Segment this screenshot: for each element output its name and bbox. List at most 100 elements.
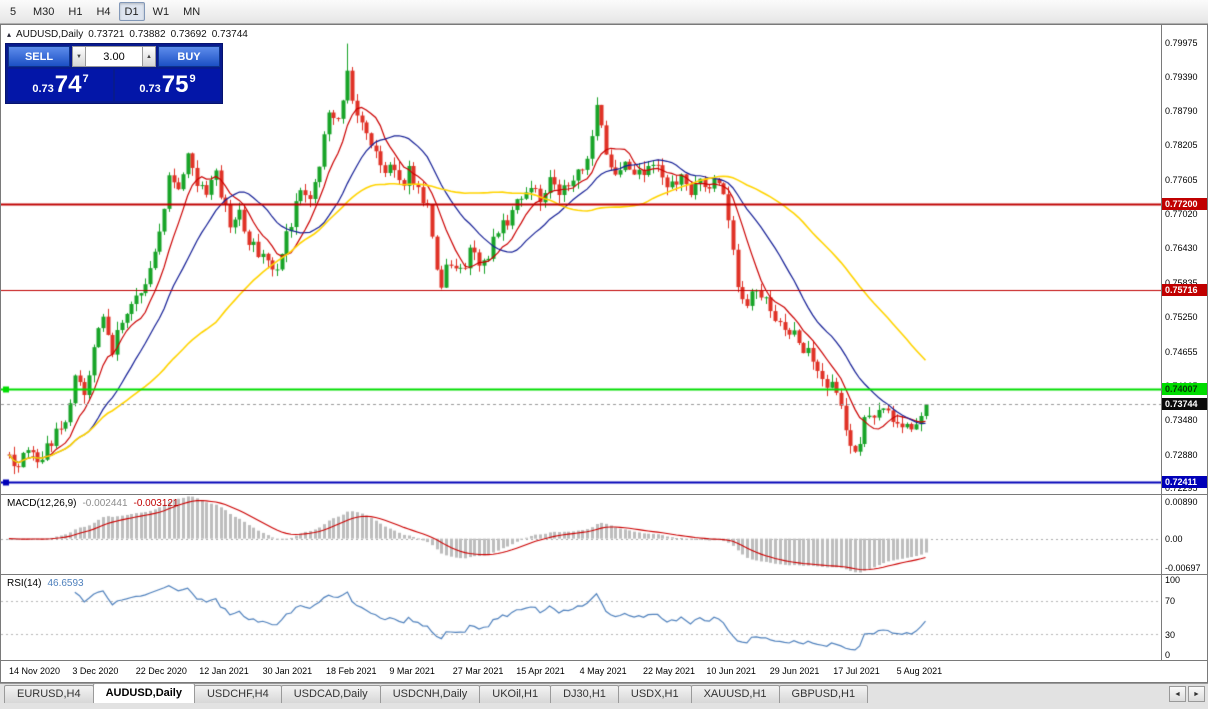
date-label: 4 May 2021 bbox=[579, 666, 627, 676]
volume-input[interactable] bbox=[86, 46, 142, 67]
price-tick: 0.78205 bbox=[1165, 140, 1198, 151]
date-label: 27 Mar 2021 bbox=[452, 666, 504, 676]
timeframe-button-w1[interactable]: W1 bbox=[147, 2, 176, 21]
rsi-tick: 70 bbox=[1165, 595, 1176, 606]
date-label: 17 Jul 2021 bbox=[833, 666, 880, 676]
date-label: 12 Jan 2021 bbox=[199, 666, 249, 676]
timeframe-button-h4[interactable]: H4 bbox=[90, 2, 116, 21]
tab-scroll-left-icon[interactable]: ◄ bbox=[1169, 686, 1186, 702]
date-axis[interactable]: 14 Nov 2020 3 Dec 2020 22 Dec 2020 12 Jan 2… bbox=[1, 660, 1207, 682]
timeframe-button-m30[interactable]: M30 bbox=[27, 2, 60, 21]
sell-price-display[interactable]: 0.73 74 7 bbox=[8, 69, 113, 101]
timeframe-button-5[interactable]: 5 bbox=[1, 2, 25, 21]
hline-price-badge: 0.75716 bbox=[1162, 283, 1207, 296]
buy-price-big: 75 bbox=[161, 71, 189, 98]
price-pane: ▴ AUDUSD,Daily 0.73721 0.73882 0.73692 0… bbox=[1, 25, 1207, 494]
rsi-plot[interactable]: RSI(14) 46.6593 bbox=[1, 575, 1161, 660]
chart-tab-bar: EURUSD,H4 AUDUSD,Daily USDCHF,H4 USDCAD,Dai… bbox=[0, 683, 1208, 703]
macd-tick: 0.00890 bbox=[1165, 496, 1198, 507]
date-label: 22 May 2021 bbox=[643, 666, 696, 676]
chart-tab-xauusd-h1[interactable]: XAUUSD,H1 bbox=[690, 685, 780, 703]
rsi-tick: 0 bbox=[1165, 650, 1171, 660]
date-label: 15 Apr 2021 bbox=[516, 666, 565, 676]
volume-increase-icon[interactable]: ▲ bbox=[142, 46, 156, 67]
chart-tab-usdcnh-daily[interactable]: USDCNH,Daily bbox=[379, 685, 481, 703]
price-tick: 0.79390 bbox=[1165, 71, 1198, 82]
date-label: 9 Mar 2021 bbox=[389, 666, 435, 676]
tab-strip: EURUSD,H4 AUDUSD,Daily USDCHF,H4 USDCAD,Dai… bbox=[4, 683, 1160, 703]
price-tick: 0.74655 bbox=[1165, 346, 1198, 357]
chart-tab-dj30-h1[interactable]: DJ30,H1 bbox=[550, 685, 619, 703]
price-tick: 0.77605 bbox=[1165, 175, 1198, 186]
buy-price-pip: 9 bbox=[189, 73, 196, 85]
macd-tick: 0.00 bbox=[1165, 533, 1183, 544]
chart-tab-usdcad-daily[interactable]: USDCAD,Daily bbox=[280, 685, 381, 703]
rsi-indicator-label: RSI(14) 46.6593 bbox=[7, 578, 84, 589]
timeframe-toolbar: 5 M30 H1 H4 D1 W1 MN bbox=[0, 0, 1208, 24]
macd-tick: -0.00697 bbox=[1165, 562, 1201, 573]
timeframe-button-d1[interactable]: D1 bbox=[118, 2, 145, 21]
chart-icon: ▴ bbox=[7, 29, 12, 39]
buy-button[interactable]: BUY bbox=[158, 46, 220, 67]
pane-separator[interactable] bbox=[1, 574, 1207, 575]
chart-tab-usdchf-h4[interactable]: USDCHF,H4 bbox=[193, 685, 282, 703]
pane-separator[interactable] bbox=[1, 494, 1207, 495]
chart-tab-audusd-daily[interactable]: AUDUSD,Daily bbox=[92, 683, 195, 703]
price-tick: 0.72295 bbox=[1165, 483, 1198, 494]
date-label: 30 Jan 2021 bbox=[262, 666, 313, 676]
chart-tab-ukoil-h1[interactable]: UKOil,H1 bbox=[479, 685, 552, 703]
status-strip bbox=[0, 703, 1208, 709]
hline-price-badge: 0.77200 bbox=[1162, 197, 1207, 210]
macd-indicator-label: MACD(12,26,9) -0.002441 -0.003121 bbox=[7, 498, 179, 509]
macd-pane: MACD(12,26,9) -0.002441 -0.003121 0.0089… bbox=[1, 495, 1207, 574]
macd-value-signal: -0.003121 bbox=[133, 498, 179, 509]
macd-plot[interactable]: MACD(12,26,9) -0.002441 -0.003121 bbox=[1, 495, 1161, 574]
tab-scroll-right-icon[interactable]: ► bbox=[1188, 686, 1205, 702]
price-tick: 0.73480 bbox=[1165, 414, 1198, 425]
chart-ohlc-header: ▴ AUDUSD,Daily 0.73721 0.73882 0.73692 0… bbox=[7, 29, 248, 40]
price-tick: 0.78790 bbox=[1165, 106, 1198, 117]
macd-value-main: -0.002441 bbox=[82, 498, 128, 509]
rsi-axis[interactable]: 100 70 30 0 bbox=[1161, 575, 1207, 660]
hline-price-badge: 0.74007 bbox=[1162, 383, 1207, 396]
rsi-value: 46.6593 bbox=[47, 578, 84, 589]
sell-price-big: 74 bbox=[54, 71, 82, 98]
chart-tab-eurusd-h4[interactable]: EURUSD,H4 bbox=[4, 685, 94, 703]
macd-axis[interactable]: 0.00890 0.00 -0.00697 bbox=[1161, 495, 1207, 574]
price-tick: 0.75250 bbox=[1165, 311, 1198, 322]
current-price-badge: 0.73744 bbox=[1162, 398, 1207, 411]
rsi-canvas bbox=[1, 575, 1161, 660]
price-plot[interactable]: ▴ AUDUSD,Daily 0.73721 0.73882 0.73692 0… bbox=[1, 25, 1161, 494]
date-label: 22 Dec 2020 bbox=[135, 666, 187, 676]
rsi-tick: 30 bbox=[1165, 629, 1176, 640]
date-label: 5 Aug 2021 bbox=[896, 666, 943, 676]
date-label: 3 Dec 2020 bbox=[72, 666, 119, 676]
macd-title: MACD(12,26,9) bbox=[7, 498, 77, 509]
chart-symbol: AUDUSD,Daily bbox=[16, 29, 84, 40]
buy-price-display[interactable]: 0.73 75 9 bbox=[115, 69, 220, 101]
ohlc-high: 0.73882 bbox=[129, 29, 166, 40]
date-label: 18 Feb 2021 bbox=[326, 666, 377, 676]
ohlc-open: 0.73721 bbox=[88, 29, 125, 40]
date-label: 10 Jun 2021 bbox=[706, 666, 756, 676]
rsi-title: RSI(14) bbox=[7, 578, 42, 589]
macd-canvas bbox=[1, 495, 1161, 574]
date-label: 29 Jun 2021 bbox=[769, 666, 820, 676]
sell-price-pip: 7 bbox=[82, 73, 89, 85]
chart-tab-gbpusd-h1[interactable]: GBPUSD,H1 bbox=[778, 685, 869, 703]
buy-price-base: 0.73 bbox=[139, 83, 161, 95]
one-click-trading-panel: SELL ▼ ▲ BUY 0.73 74 7 bbox=[5, 43, 223, 104]
price-tick: 0.75835 bbox=[1165, 278, 1198, 288]
timeframe-button-h1[interactable]: H1 bbox=[62, 2, 88, 21]
price-tick: 0.76430 bbox=[1165, 243, 1198, 254]
volume-stepper[interactable]: ▼ ▲ bbox=[72, 46, 156, 67]
volume-decrease-icon[interactable]: ▼ bbox=[72, 46, 86, 67]
price-tick: 0.77020 bbox=[1165, 209, 1198, 220]
ohlc-low: 0.73692 bbox=[170, 29, 207, 40]
sell-button[interactable]: SELL bbox=[8, 46, 70, 67]
timeframe-button-mn[interactable]: MN bbox=[177, 2, 206, 21]
price-axis[interactable]: 0.79975 0.79390 0.78790 0.78205 0.77605 0.770… bbox=[1161, 25, 1207, 494]
chart-tab-usdx-h1[interactable]: USDX,H1 bbox=[617, 685, 692, 703]
sell-price-base: 0.73 bbox=[32, 83, 54, 95]
